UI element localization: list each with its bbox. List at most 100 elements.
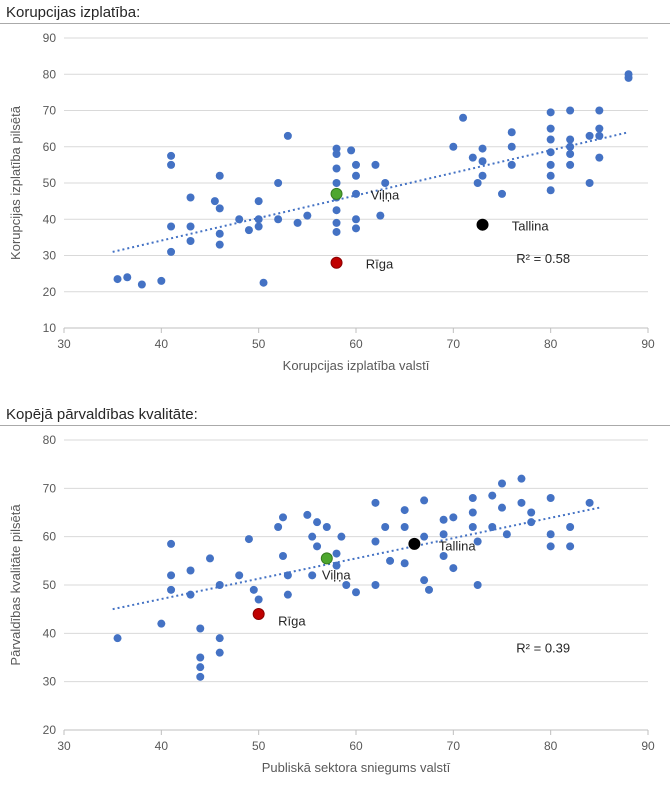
data-point: [547, 148, 555, 156]
data-point: [279, 552, 287, 560]
x-axis-label: Publiskā sektora sniegums valstī: [262, 760, 451, 775]
data-point: [333, 219, 341, 227]
data-point: [488, 523, 496, 531]
data-point: [333, 150, 341, 158]
chart-corruption: 10203040506070809030405060708090ViļņaRīg…: [0, 24, 670, 384]
data-point: [420, 533, 428, 541]
y-tick-label: 70: [43, 104, 57, 118]
data-point: [255, 197, 263, 205]
data-point: [586, 499, 594, 507]
x-tick-label: 60: [349, 337, 363, 351]
data-point: [371, 538, 379, 546]
data-point: [333, 165, 341, 173]
data-point: [517, 499, 525, 507]
data-point: [196, 663, 204, 671]
data-point: [323, 523, 331, 531]
data-point: [474, 179, 482, 187]
y-axis-label: Pārvaldības kvalitāte pilsētā: [8, 504, 23, 666]
data-point: [595, 107, 603, 115]
data-point: [381, 523, 389, 531]
data-point: [386, 557, 394, 565]
data-point: [488, 492, 496, 500]
y-tick-label: 20: [43, 723, 57, 737]
y-tick-label: 10: [43, 321, 57, 335]
x-tick-label: 30: [57, 337, 71, 351]
data-point: [352, 172, 360, 180]
y-tick-label: 80: [43, 67, 57, 81]
data-point: [371, 581, 379, 589]
data-point: [586, 179, 594, 187]
data-point: [308, 533, 316, 541]
data-point: [420, 496, 428, 504]
data-point: [274, 215, 282, 223]
highlight-point-riga: [331, 257, 342, 268]
x-tick-label: 40: [155, 739, 169, 753]
data-point: [517, 475, 525, 483]
data-point: [352, 588, 360, 596]
data-point: [255, 215, 263, 223]
data-point: [401, 559, 409, 567]
highlight-label-vilna: Viļņa: [371, 188, 400, 203]
data-point: [245, 535, 253, 543]
data-point: [347, 146, 355, 154]
data-point: [469, 523, 477, 531]
data-point: [440, 516, 448, 524]
data-point: [138, 281, 146, 289]
data-point: [469, 509, 477, 517]
data-point: [216, 204, 224, 212]
data-point: [498, 190, 506, 198]
data-point: [352, 224, 360, 232]
data-point: [167, 540, 175, 548]
highlight-point-vilna: [321, 553, 332, 564]
x-tick-label: 70: [447, 739, 461, 753]
data-point: [508, 128, 516, 136]
data-point: [333, 550, 341, 558]
data-point: [196, 673, 204, 681]
data-point: [187, 194, 195, 202]
data-point: [401, 506, 409, 514]
data-point: [216, 172, 224, 180]
data-point: [469, 494, 477, 502]
highlight-label-riga: Rīga: [366, 257, 394, 272]
panel-title-2: Kopējā pārvaldības kvalitāte:: [0, 402, 670, 426]
data-point: [479, 145, 487, 153]
x-tick-label: 30: [57, 739, 71, 753]
data-point: [474, 581, 482, 589]
data-point: [333, 206, 341, 214]
data-point: [371, 161, 379, 169]
data-point: [566, 143, 574, 151]
data-point: [503, 530, 511, 538]
data-point: [216, 634, 224, 642]
data-point: [211, 197, 219, 205]
data-point: [595, 125, 603, 133]
panel-title-1: Korupcijas izplatība:: [0, 0, 670, 24]
data-point: [216, 581, 224, 589]
y-tick-label: 60: [43, 530, 57, 544]
data-point: [352, 190, 360, 198]
data-point: [303, 212, 311, 220]
x-tick-label: 40: [155, 337, 169, 351]
data-point: [566, 107, 574, 115]
data-point: [508, 143, 516, 151]
data-point: [381, 179, 389, 187]
data-point: [308, 571, 316, 579]
y-tick-label: 30: [43, 249, 57, 263]
data-point: [586, 132, 594, 140]
data-point: [187, 591, 195, 599]
data-point: [333, 179, 341, 187]
x-tick-label: 70: [447, 337, 461, 351]
data-point: [449, 143, 457, 151]
data-point: [420, 576, 428, 584]
data-point: [313, 542, 321, 550]
x-tick-label: 80: [544, 337, 558, 351]
data-point: [566, 150, 574, 158]
data-point: [279, 513, 287, 521]
data-point: [206, 554, 214, 562]
panel-governance: Kopējā pārvaldības kvalitāte: 2030405060…: [0, 402, 670, 786]
data-point: [527, 509, 535, 517]
data-point: [284, 571, 292, 579]
data-point: [303, 511, 311, 519]
data-point: [449, 513, 457, 521]
highlight-point-riga: [253, 609, 264, 620]
y-tick-label: 30: [43, 675, 57, 689]
